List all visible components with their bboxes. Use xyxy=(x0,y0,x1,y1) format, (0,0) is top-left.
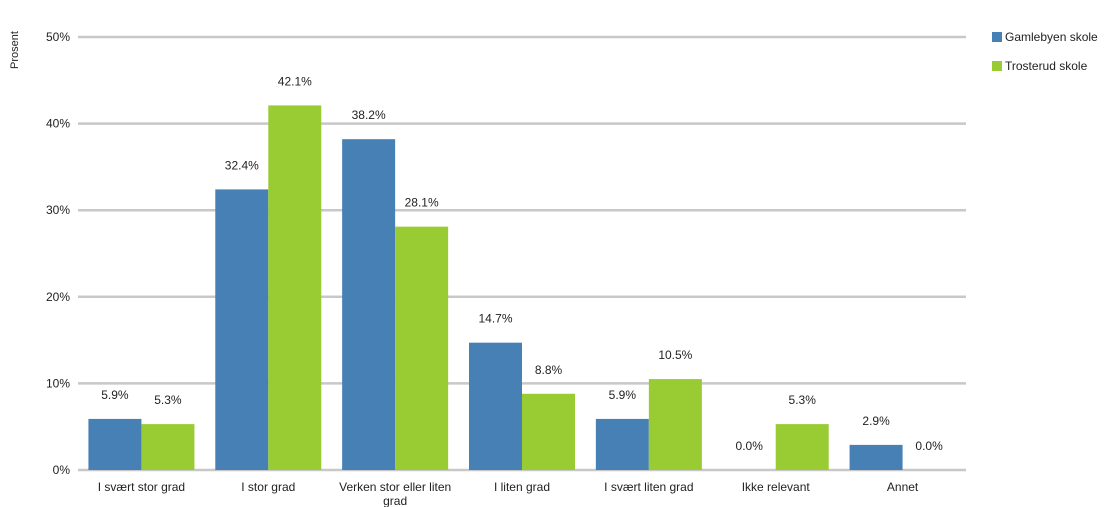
legend-label: Gamlebyen skole xyxy=(1005,30,1098,44)
data-label: 10.5% xyxy=(658,348,692,362)
category-labels: I svært stor grad I stor grad Verken stor … xyxy=(98,480,919,507)
data-label: 5.3% xyxy=(154,393,182,407)
bar xyxy=(849,444,903,470)
data-label: 2.9% xyxy=(862,414,890,428)
legend-swatch xyxy=(992,32,1002,42)
data-labels: 5.9% 5.3% 32.4% 42.1% 38.2% 28.1% 14.7% 8.8% 5.9… xyxy=(101,74,943,453)
category-label: I stor grad xyxy=(241,480,295,494)
bar xyxy=(268,105,322,470)
data-label: 5.9% xyxy=(609,388,637,402)
bar xyxy=(342,139,396,471)
data-label: 28.1% xyxy=(405,196,439,210)
category-label: I svært stor grad xyxy=(98,480,185,494)
bar xyxy=(141,424,195,470)
bar xyxy=(522,393,575,470)
y-tick-label: 50% xyxy=(46,30,70,44)
y-tick-label: 0% xyxy=(53,463,71,477)
bar xyxy=(215,189,269,470)
y-tick-label: 40% xyxy=(46,117,70,131)
y-tick-label: 30% xyxy=(46,203,70,217)
data-label: 5.9% xyxy=(101,388,129,402)
bars xyxy=(88,105,903,471)
bar xyxy=(88,418,142,470)
legend-swatch xyxy=(992,61,1002,71)
y-tick-labels: 0% 10% 20% 30% 40% 50% xyxy=(46,30,70,477)
bar xyxy=(595,418,649,470)
bar xyxy=(469,342,522,470)
bar xyxy=(648,379,702,470)
data-label: 5.3% xyxy=(789,393,817,407)
y-axis-label: Prosent xyxy=(9,31,21,69)
data-label: 8.8% xyxy=(535,363,563,377)
data-label: 32.4% xyxy=(225,158,259,172)
category-label: grad xyxy=(383,494,407,507)
legend: Gamlebyen skole Trosterud skole xyxy=(992,30,1098,73)
data-label: 14.7% xyxy=(478,312,512,326)
y-tick-label: 20% xyxy=(46,290,70,304)
category-label: I liten grad xyxy=(494,480,550,494)
category-label: I svært liten grad xyxy=(604,480,693,494)
data-label: 42.1% xyxy=(278,74,312,88)
category-label: Ikke relevant xyxy=(742,480,811,494)
data-label: 0.0% xyxy=(915,439,943,453)
category-label: Verken stor eller liten xyxy=(339,480,451,494)
data-label: 38.2% xyxy=(352,108,386,122)
category-label: Annet xyxy=(887,480,919,494)
y-tick-label: 10% xyxy=(46,376,70,390)
bar xyxy=(395,226,449,470)
data-label: 0.0% xyxy=(736,439,764,453)
legend-label: Trosterud skole xyxy=(1005,59,1088,73)
bar xyxy=(775,424,829,470)
